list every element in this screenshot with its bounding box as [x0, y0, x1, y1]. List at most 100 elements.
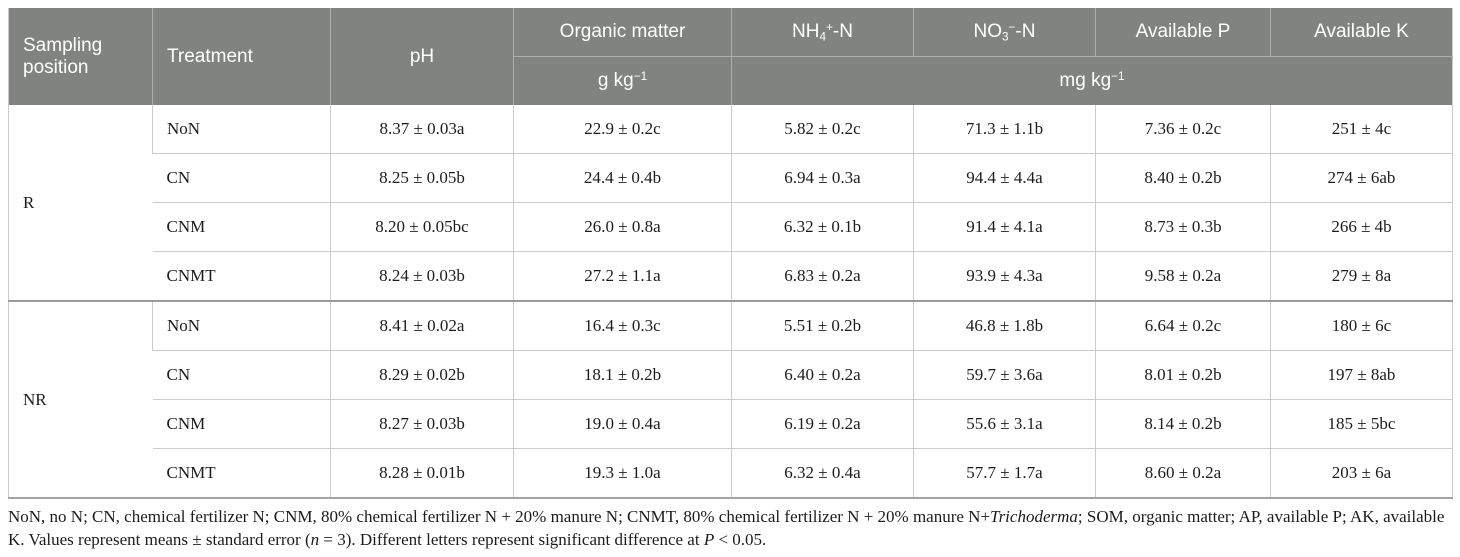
footnote-segment: ; SOM, organic matter; AP, available P; … — [8, 507, 1445, 549]
header-sampling-position: Sampling position — [8, 8, 153, 105]
no3-cell: 46.8 ± 1.8b — [913, 300, 1096, 351]
unit-mg-kg: mg kg−1 — [731, 56, 1453, 105]
header-organic-matter: Organic matter — [513, 8, 732, 57]
unit-g-exponent: −1 — [633, 70, 648, 84]
organic-matter-cell: 27.2 ± 1.1a — [513, 251, 732, 301]
nh4-tail: -N — [832, 21, 853, 42]
treatment-cell: NoN — [152, 105, 331, 154]
available-p-cell: 8.14 ± 0.2b — [1095, 399, 1271, 449]
no3-cell: 93.9 ± 4.3a — [913, 251, 1096, 301]
available-p-cell: 9.58 ± 0.2a — [1095, 251, 1271, 301]
nh4-cell: 5.51 ± 0.2b — [731, 300, 914, 351]
header-ph: pH — [330, 8, 514, 105]
table-row: R NoN 8.37 ± 0.03a 22.9 ± 0.2c 5.82 ± 0.… — [9, 105, 1453, 212]
table-row: CNM 8.27 ± 0.03b 19.0 ± 0.4a 6.19 ± 0.2a… — [9, 399, 1453, 449]
available-k-cell: 197 ± 8ab — [1270, 350, 1453, 400]
treatment-cell: CNMT — [152, 251, 331, 301]
table-body: R NoN 8.37 ± 0.03a 22.9 ± 0.2c 5.82 ± 0.… — [8, 105, 1453, 498]
nh4-cell: 6.83 ± 0.2a — [731, 251, 914, 301]
available-k-cell: 266 ± 4b — [1270, 202, 1453, 252]
no3-cell: 55.6 ± 3.1a — [913, 399, 1096, 449]
available-p-cell: 8.01 ± 0.2b — [1095, 350, 1271, 400]
ph-cell: 8.27 ± 0.03b — [330, 399, 514, 449]
organic-matter-cell: 24.4 ± 0.4b — [513, 153, 732, 203]
no3-superscript: − — [1008, 21, 1016, 35]
organic-matter-cell: 26.0 ± 0.8a — [513, 202, 732, 252]
available-p-cell: 8.73 ± 0.3b — [1095, 202, 1271, 252]
nh4-base: NH — [792, 21, 820, 42]
ph-cell: 8.20 ± 0.05bc — [330, 202, 514, 252]
treatment-cell: CNMT — [152, 448, 331, 498]
ph-cell: 8.29 ± 0.02b — [330, 350, 514, 400]
available-p-cell: 8.40 ± 0.2b — [1095, 153, 1271, 203]
header-nh4-n: NH4+-N — [731, 8, 914, 57]
ph-cell: 8.24 ± 0.03b — [330, 251, 514, 301]
table-row: NR NoN 8.41 ± 0.02a 16.4 ± 0.3c 5.51 ± 0… — [8, 300, 1453, 498]
table-header: Sampling position Treatment pH Organic m… — [8, 8, 1453, 105]
treatment-cell: CN — [152, 153, 331, 203]
nh4-cell: 6.19 ± 0.2a — [731, 399, 914, 449]
header-no3-n: NO3−-N — [913, 8, 1096, 57]
available-k-cell: 203 ± 6a — [1270, 448, 1453, 498]
nh4-cell: 6.40 ± 0.2a — [731, 350, 914, 400]
table-row: CNMT 8.24 ± 0.03b 27.2 ± 1.1a 6.83 ± 0.2… — [9, 251, 1453, 301]
sampling-position-label: R — [23, 192, 35, 212]
table-row: CNM 8.20 ± 0.05bc 26.0 ± 0.8a 6.32 ± 0.1… — [9, 202, 1453, 252]
footnote-segment: = 3). Different letters represent signif… — [319, 529, 704, 549]
table-row: CN 8.29 ± 0.02b 18.1 ± 0.2b 6.40 ± 0.2a … — [9, 350, 1453, 400]
available-k-cell: 251 ± 4c — [1270, 105, 1453, 154]
table-row: CNMT 8.28 ± 0.01b 19.3 ± 1.0a 6.32 ± 0.4… — [9, 448, 1453, 498]
nh4-cell: 6.94 ± 0.3a — [731, 153, 914, 203]
no3-subscript: 3 — [1002, 30, 1009, 44]
ph-cell: 8.28 ± 0.01b — [330, 448, 514, 498]
header-row-units: g kg−1 mg kg−1 — [9, 56, 1453, 105]
organic-matter-cell: 18.1 ± 0.2b — [513, 350, 732, 400]
organic-matter-cell: 22.9 ± 0.2c — [513, 105, 732, 154]
sampling-position-label: NR — [8, 300, 153, 498]
footnote-trichoderma: Trichoderma — [990, 507, 1078, 526]
no3-base: NO — [973, 21, 1003, 42]
unit-g-base: g kg — [597, 70, 634, 91]
no3-cell: 71.3 ± 1.1b — [913, 105, 1096, 154]
no3-cell: 91.4 ± 4.1a — [913, 202, 1096, 252]
nh4-superscript: + — [826, 21, 833, 35]
available-p-cell: 7.36 ± 0.2c — [1095, 105, 1271, 154]
available-k-cell: 185 ± 5bc — [1270, 399, 1453, 449]
treatment-cell: CN — [152, 350, 331, 400]
header-available-k: Available K — [1270, 8, 1453, 57]
header-available-p: Available P — [1095, 8, 1271, 57]
ph-cell: 8.25 ± 0.05b — [330, 153, 514, 203]
nh4-cell: 5.82 ± 0.2c — [731, 105, 914, 154]
available-k-cell: 180 ± 6c — [1270, 300, 1453, 351]
ph-cell: 8.37 ± 0.03a — [330, 105, 514, 154]
nh4-subscript: 4 — [819, 30, 827, 44]
no3-tail: -N — [1015, 21, 1036, 42]
nh4-cell: 6.32 ± 0.4a — [731, 448, 914, 498]
available-k-cell: 274 ± 6ab — [1270, 153, 1453, 203]
unit-g-kg: g kg−1 — [513, 56, 732, 105]
no3-cell: 57.7 ± 1.7a — [913, 448, 1096, 498]
treatment-cell: NoN — [152, 300, 331, 351]
treatment-cell: CNM — [152, 202, 331, 252]
header-row-main: Sampling position Treatment pH Organic m… — [8, 8, 1453, 105]
organic-matter-cell: 19.3 ± 1.0a — [513, 448, 732, 498]
ph-cell: 8.41 ± 0.02a — [330, 300, 514, 351]
unit-mg-base: mg kg — [1059, 70, 1112, 91]
organic-matter-cell: 19.0 ± 0.4a — [513, 399, 732, 449]
treatment-cell: CNM — [152, 399, 331, 449]
no3-cell: 94.4 ± 4.4a — [913, 153, 1096, 203]
table-footnote: NoN, no N; CN, chemical fertilizer N; CN… — [8, 506, 1456, 551]
soil-properties-table: Sampling position Treatment pH Organic m… — [8, 8, 1453, 499]
no3-cell: 59.7 ± 3.6a — [913, 350, 1096, 400]
footnote-n-symbol: n — [310, 529, 320, 549]
header-treatment: Treatment — [152, 8, 331, 105]
footnote-p-symbol: P — [703, 529, 715, 549]
available-p-cell: 8.60 ± 0.2a — [1095, 448, 1271, 498]
footnote-segment: NoN, no N; CN, chemical fertilizer N; CN… — [8, 507, 991, 526]
footnote-segment: < 0.05. — [714, 529, 767, 549]
nh4-cell: 6.32 ± 0.1b — [731, 202, 914, 252]
available-k-cell: 279 ± 8a — [1270, 251, 1453, 301]
organic-matter-cell: 16.4 ± 0.3c — [513, 300, 732, 351]
unit-mg-exponent: −1 — [1111, 70, 1125, 84]
